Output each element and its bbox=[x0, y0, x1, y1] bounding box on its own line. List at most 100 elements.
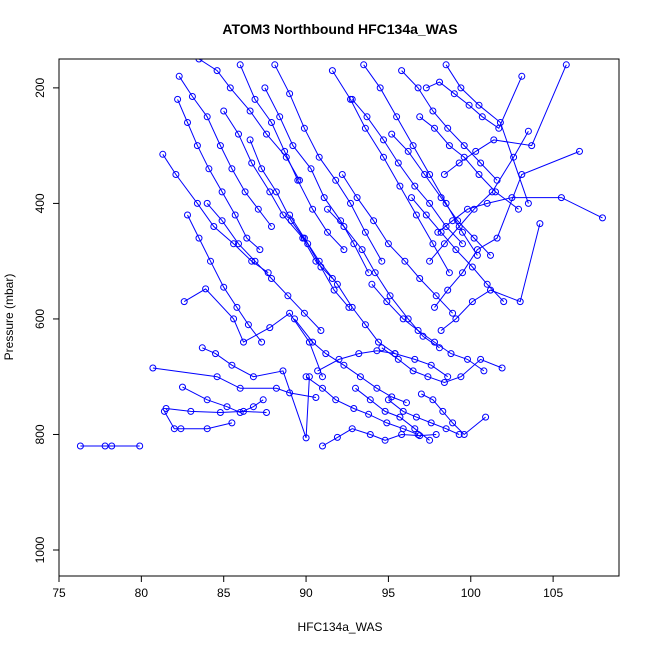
data-point bbox=[203, 396, 211, 404]
data-point bbox=[355, 350, 363, 358]
y-tick-label: 400 bbox=[33, 193, 47, 213]
data-point bbox=[216, 142, 224, 150]
data-point bbox=[348, 95, 356, 103]
data-point bbox=[414, 327, 422, 334]
data-point bbox=[246, 107, 254, 115]
y-tick-label: 1000 bbox=[33, 536, 47, 563]
data-point bbox=[368, 280, 376, 288]
series-3 bbox=[179, 383, 267, 416]
data-point bbox=[315, 153, 323, 161]
x-tick-label: 100 bbox=[461, 586, 481, 600]
data-point bbox=[464, 205, 471, 213]
data-point bbox=[340, 361, 348, 369]
data-point bbox=[436, 78, 443, 86]
data-point bbox=[376, 84, 384, 92]
data-point bbox=[268, 119, 275, 126]
data-point bbox=[236, 409, 244, 416]
series-line bbox=[401, 70, 498, 181]
data-point bbox=[220, 107, 228, 115]
data-point bbox=[203, 425, 211, 433]
data-point bbox=[426, 436, 434, 444]
data-point bbox=[478, 113, 486, 121]
data-point bbox=[233, 303, 241, 311]
data-point bbox=[457, 373, 465, 381]
data-point bbox=[249, 403, 257, 411]
data-point bbox=[281, 147, 289, 155]
data-point bbox=[356, 373, 364, 381]
data-point bbox=[203, 113, 211, 121]
series-2 bbox=[162, 405, 270, 416]
data-point bbox=[216, 409, 224, 416]
data-point bbox=[398, 431, 406, 438]
data-point bbox=[289, 142, 297, 150]
data-point bbox=[416, 275, 424, 282]
data-point bbox=[177, 425, 185, 433]
data-point bbox=[460, 431, 468, 438]
data-point bbox=[266, 188, 274, 196]
series-42 bbox=[384, 396, 463, 438]
series-line bbox=[371, 283, 485, 372]
data-point bbox=[251, 257, 259, 265]
data-point bbox=[480, 367, 488, 375]
data-point bbox=[304, 240, 312, 248]
data-point bbox=[470, 205, 478, 213]
series-17 bbox=[271, 61, 386, 265]
data-point bbox=[170, 425, 178, 433]
series-35 bbox=[426, 127, 532, 265]
data-point bbox=[498, 364, 506, 372]
data-point bbox=[261, 84, 269, 92]
data-point bbox=[370, 217, 378, 225]
data-point bbox=[76, 442, 84, 450]
data-point bbox=[416, 113, 424, 121]
data-point bbox=[429, 240, 437, 248]
data-point bbox=[228, 419, 236, 427]
data-point bbox=[444, 124, 452, 132]
data-point bbox=[174, 95, 182, 103]
data-point bbox=[193, 142, 201, 150]
data-point bbox=[256, 246, 264, 254]
series-25 bbox=[338, 171, 457, 317]
data-point bbox=[223, 403, 231, 411]
data-point bbox=[457, 84, 465, 92]
data-point bbox=[444, 373, 452, 381]
data-point bbox=[412, 211, 420, 219]
data-point bbox=[381, 436, 389, 444]
data-point bbox=[426, 257, 434, 265]
data-point bbox=[396, 182, 404, 190]
data-point bbox=[447, 350, 455, 358]
data-point bbox=[399, 315, 407, 323]
data-point bbox=[394, 159, 402, 167]
data-point bbox=[424, 373, 432, 381]
data-point bbox=[508, 194, 516, 202]
data-point bbox=[378, 257, 386, 265]
series-line bbox=[440, 223, 541, 331]
series-line bbox=[421, 393, 486, 436]
data-point bbox=[307, 165, 315, 173]
series-32 bbox=[408, 194, 508, 306]
data-point bbox=[271, 61, 279, 69]
data-point bbox=[136, 442, 144, 450]
series-line bbox=[163, 411, 233, 430]
data-point bbox=[286, 90, 294, 98]
data-point bbox=[465, 101, 473, 109]
data-point bbox=[241, 188, 249, 196]
data-point bbox=[322, 350, 330, 358]
x-axis: 75 80 85 90 95 100 105 bbox=[52, 576, 563, 600]
data-point bbox=[350, 405, 358, 412]
data-point bbox=[399, 407, 407, 415]
data-point bbox=[455, 159, 463, 167]
data-point bbox=[518, 72, 526, 80]
data-point bbox=[383, 298, 391, 306]
x-tick-label: 90 bbox=[299, 586, 313, 600]
data-point bbox=[477, 159, 485, 167]
series-34 bbox=[422, 72, 526, 132]
series-29 bbox=[378, 344, 506, 386]
data-point bbox=[431, 303, 438, 311]
series-23 bbox=[324, 205, 443, 352]
data-point bbox=[353, 194, 361, 202]
data-point bbox=[429, 107, 437, 115]
series-31 bbox=[398, 67, 501, 184]
data-point bbox=[475, 101, 483, 109]
data-point bbox=[207, 257, 214, 265]
data-point bbox=[248, 159, 256, 167]
